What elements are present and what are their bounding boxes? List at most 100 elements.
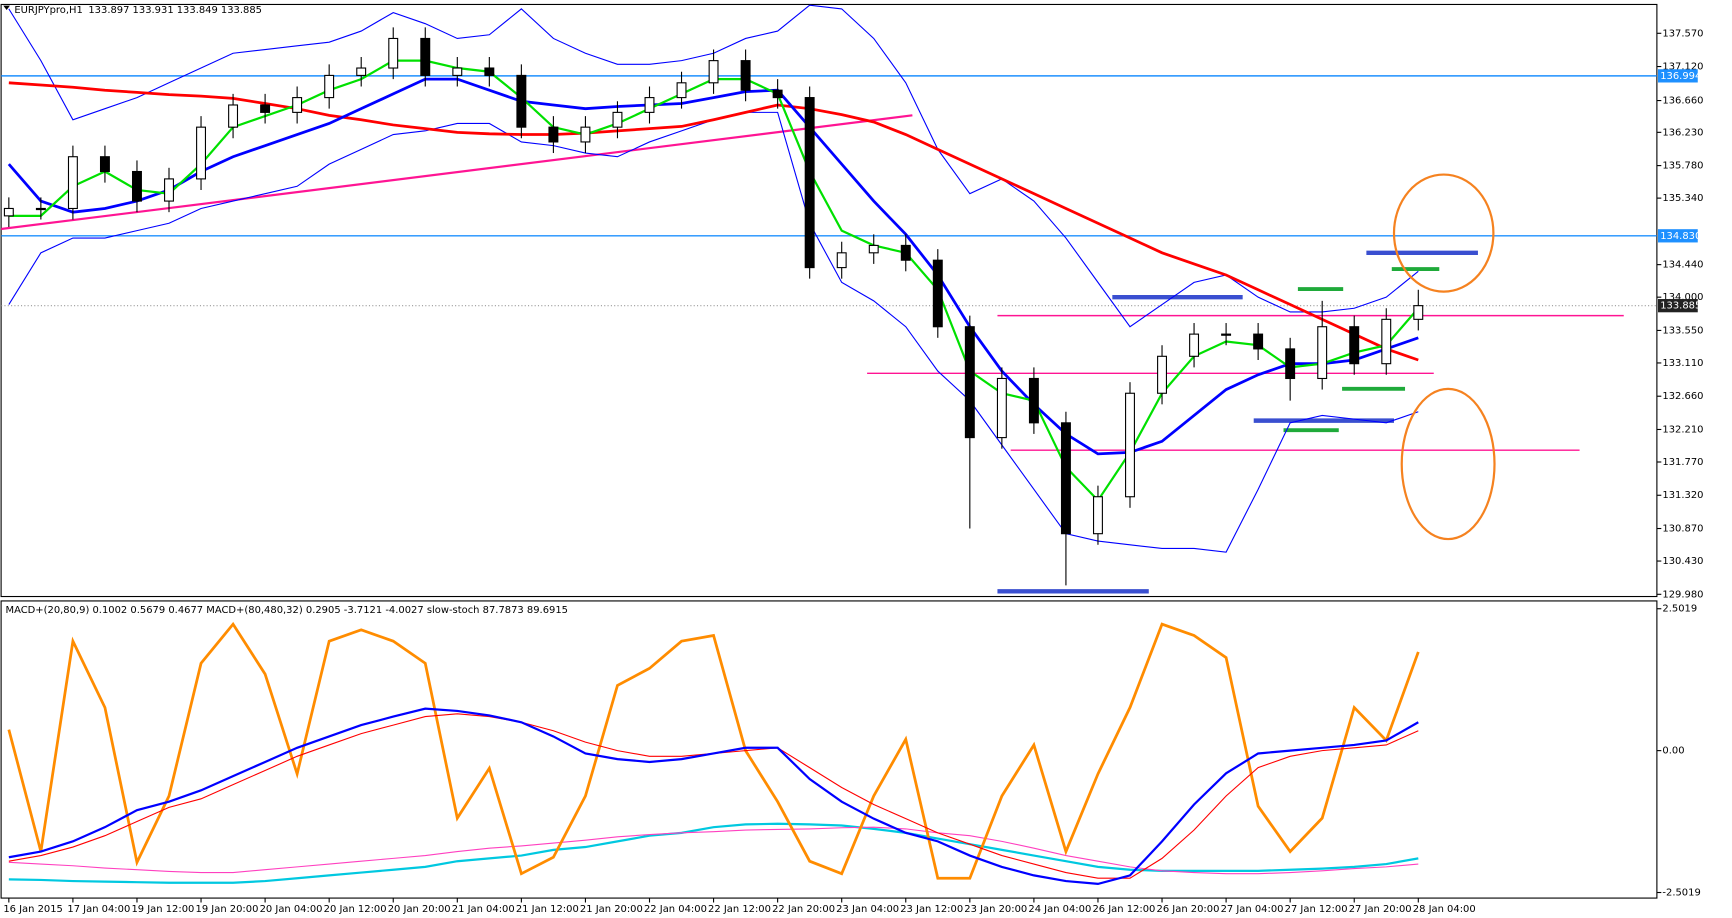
- indicator-line: [7, 77, 1419, 456]
- y-tick-label: -2.5019: [1662, 888, 1700, 899]
- candle-body: [260, 104, 271, 113]
- y-tick-label: 135.780: [1662, 161, 1703, 172]
- x-tick-label: 20 Jan 20:00: [388, 904, 451, 915]
- candle-body: [804, 97, 815, 269]
- highlight-ellipse: [1392, 173, 1495, 293]
- y-tick-label: 0.00: [1662, 746, 1684, 757]
- candle-body: [932, 259, 943, 328]
- y-tick-label: 133.550: [1662, 325, 1703, 336]
- y-tick-label: 134.440: [1662, 260, 1703, 271]
- y-tick-label: 135.340: [1662, 193, 1703, 204]
- candle-body: [964, 326, 975, 439]
- ohlc-value: 133.931: [133, 5, 174, 16]
- candle-body: [548, 126, 559, 143]
- x-tick-label: 19 Jan 12:00: [131, 904, 194, 915]
- candle-body: [420, 37, 431, 76]
- candle-body: [868, 244, 879, 254]
- candle-body: [1253, 333, 1264, 350]
- indicator-plot: [7, 621, 1420, 886]
- menu-marker[interactable]: [3, 5, 10, 10]
- candle-body: [1092, 496, 1103, 535]
- candle-body: [1413, 305, 1424, 320]
- x-tick-label: 22 Jan 04:00: [644, 904, 707, 915]
- indicator-line: [8, 826, 1419, 875]
- candle-body: [1285, 348, 1296, 380]
- candle-body: [516, 74, 527, 128]
- candle-body: [388, 37, 399, 69]
- y-tick-label: 136.230: [1662, 127, 1703, 138]
- ohlc-value: 133.897: [88, 5, 129, 16]
- x-tick-label: 23 Jan 04:00: [836, 904, 899, 915]
- y-tick-label: 133.110: [1662, 358, 1703, 369]
- candle-body: [452, 67, 463, 76]
- y-tick-label: 131.770: [1662, 457, 1703, 468]
- candle-body: [1349, 326, 1360, 365]
- candle-body: [1381, 318, 1392, 365]
- candle-body: [35, 207, 46, 211]
- axes: 137.570 137.120 136.660 136.230 135.780 135.3…: [3, 28, 1703, 915]
- y-tick-label: 131.320: [1662, 490, 1703, 501]
- level-box: [1657, 69, 1698, 83]
- candle-body: [3, 207, 14, 217]
- candle-body: [1125, 392, 1135, 498]
- level-label: 136.994: [1660, 71, 1701, 82]
- x-tick-label: 26 Jan 12:00: [1092, 904, 1155, 915]
- x-tick-label: 20 Jan 12:00: [324, 904, 387, 915]
- y-tick-label: 137.570: [1662, 28, 1703, 39]
- candle-body: [356, 67, 367, 76]
- y-tick-label: 2.5019: [1662, 604, 1697, 615]
- y-tick-label: 134.000: [1662, 292, 1703, 303]
- candle-body: [324, 74, 335, 99]
- candle-body: [1221, 333, 1232, 336]
- x-tick-label: 27 Jan 20:00: [1349, 904, 1412, 915]
- candle-body: [740, 60, 751, 91]
- x-tick-label: 21 Jan 04:00: [452, 904, 515, 915]
- ohlc-header: 133.897 133.931 133.849 133.885: [88, 5, 262, 16]
- ohlc-value: 133.849: [177, 5, 218, 16]
- candle-body: [1157, 355, 1168, 394]
- x-tick-label: 21 Jan 20:00: [580, 904, 643, 915]
- indicator-line: [7, 621, 1420, 880]
- x-tick-label: 20 Jan 04:00: [260, 904, 323, 915]
- x-tick-label: 23 Jan 20:00: [964, 904, 1027, 915]
- candle-body: [772, 89, 783, 99]
- candle-body: [644, 97, 655, 113]
- candle-body: [292, 97, 303, 113]
- x-tick-label: 28 Jan 04:00: [1413, 904, 1476, 915]
- indicator-panel: [0, 600, 1658, 899]
- candle-body: [484, 67, 495, 76]
- candle-body: [1028, 377, 1039, 424]
- y-tick-label: 129.980: [1662, 589, 1703, 600]
- candle-body: [996, 377, 1007, 439]
- price-plot: [1, 4, 1657, 594]
- level-label: 134.830: [1660, 231, 1701, 242]
- trend-line: [1, 114, 913, 231]
- x-tick-label: 24 Jan 04:00: [1028, 904, 1091, 915]
- y-tick-label: 137.120: [1662, 62, 1703, 73]
- candle-body: [580, 126, 591, 143]
- x-tick-label: 16 Jan 2015: [3, 904, 63, 915]
- y-tick-label: 130.430: [1662, 556, 1703, 567]
- candle-body: [99, 156, 110, 173]
- y-tick-label: 132.210: [1662, 424, 1703, 435]
- x-tick-label: 27 Jan 04:00: [1221, 904, 1284, 915]
- x-tick-label: 17 Jan 04:00: [67, 904, 130, 915]
- candle-body: [836, 252, 847, 269]
- highlight-ellipse: [1400, 387, 1496, 541]
- indicator-title: MACD+(20,80,9) 0.1002 0.5679 0.4677 MACD…: [6, 605, 568, 616]
- price-panel: [0, 3, 1658, 598]
- bid-label: 133.885: [1660, 301, 1701, 312]
- candle-body: [612, 111, 623, 128]
- x-tick-label: 19 Jan 20:00: [196, 904, 259, 915]
- candle-body: [1317, 326, 1328, 380]
- candle-body: [196, 126, 207, 180]
- x-tick-label: 23 Jan 12:00: [900, 904, 963, 915]
- x-tick-label: 26 Jan 20:00: [1157, 904, 1220, 915]
- ohlc-value: 133.885: [221, 5, 262, 16]
- candle-body: [676, 82, 687, 99]
- candle-body: [164, 178, 174, 202]
- candle-body: [131, 170, 142, 202]
